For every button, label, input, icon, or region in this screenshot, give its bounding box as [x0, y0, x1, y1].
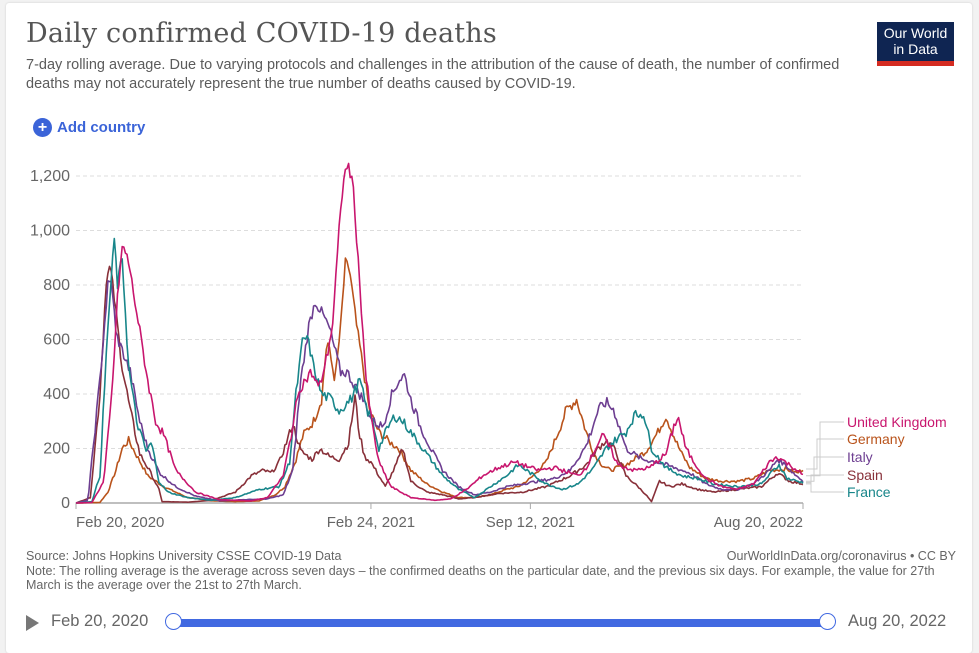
y-axis-ticks: 0 200 400 600 800 1,000 1,200 — [30, 168, 70, 512]
source-link[interactable]: OurWorldInData.org/coronavirus • CC BY — [726, 549, 956, 563]
x-tick-label: Sep 12, 2021 — [486, 514, 575, 531]
y-tick-label: 0 — [61, 495, 70, 512]
owid-logo[interactable]: Our World in Data — [877, 22, 954, 66]
add-country-button[interactable]: + Add country — [33, 118, 145, 137]
grid-lines — [76, 175, 803, 449]
legend-label-italy[interactable]: Italy — [847, 449, 873, 465]
series-line-france[interactable] — [75, 237, 804, 504]
series-lines — [75, 162, 804, 504]
legend-connector — [806, 438, 844, 470]
legend-label-united-kingdom[interactable]: United Kingdom — [847, 414, 947, 430]
legend-connector — [806, 456, 844, 482]
note-text: Note: The rolling average is the average… — [26, 563, 935, 593]
legend-connector — [806, 474, 844, 485]
y-tick-label: 800 — [43, 277, 70, 294]
chart-footer: Source: Johns Hopkins University CSSE CO… — [26, 549, 956, 593]
timeline-track[interactable] — [174, 619, 828, 627]
series-line-italy[interactable] — [75, 280, 804, 504]
y-tick-label: 400 — [43, 386, 70, 403]
series-line-united-kingdom[interactable] — [75, 162, 804, 504]
play-icon[interactable] — [26, 615, 39, 631]
logo-accent-bar — [877, 61, 954, 66]
x-axis: Feb 20, 2020 Feb 24, 2021 Sep 12, 2021 Aug … — [75, 502, 804, 531]
x-tick-label: Feb 24, 2021 — [327, 514, 415, 531]
y-tick-label: 600 — [43, 332, 70, 349]
series-line-spain[interactable] — [75, 265, 804, 504]
source-text: Source: Johns Hopkins University CSSE CO… — [26, 549, 342, 563]
x-tick-label: Aug 20, 2022 — [714, 514, 803, 531]
legend-connector — [806, 421, 844, 477]
legend-label-germany[interactable]: Germany — [847, 431, 905, 447]
legend-label-france[interactable]: France — [847, 484, 891, 500]
timeline-start-handle[interactable] — [165, 613, 182, 630]
add-country-label: Add country — [57, 119, 146, 136]
series-line-germany[interactable] — [76, 257, 804, 504]
logo-line-1: Our World — [883, 25, 948, 41]
y-tick-label: 1,200 — [30, 168, 70, 185]
timeline-end-handle[interactable] — [819, 613, 836, 630]
legend-label-spain[interactable]: Spain — [847, 467, 883, 483]
timeline: Feb 20, 2020 Aug 20, 2022 — [26, 612, 956, 638]
chart-card — [6, 3, 972, 653]
y-tick-label: 1,000 — [30, 223, 70, 240]
timeline-start-label: Feb 20, 2020 — [51, 612, 149, 630]
logo-line-2: in Data — [893, 41, 938, 57]
legend-connector — [806, 482, 844, 493]
plus-circle-icon: + — [33, 118, 52, 137]
timeline-end-label: Aug 20, 2022 — [848, 612, 947, 630]
y-tick-label: 200 — [43, 441, 70, 458]
x-tick-label: Feb 20, 2020 — [76, 514, 164, 531]
chart-subtitle: 7-day rolling average. Due to varying pr… — [26, 57, 840, 92]
page-title: Daily confirmed COVID-19 deaths — [26, 18, 497, 49]
